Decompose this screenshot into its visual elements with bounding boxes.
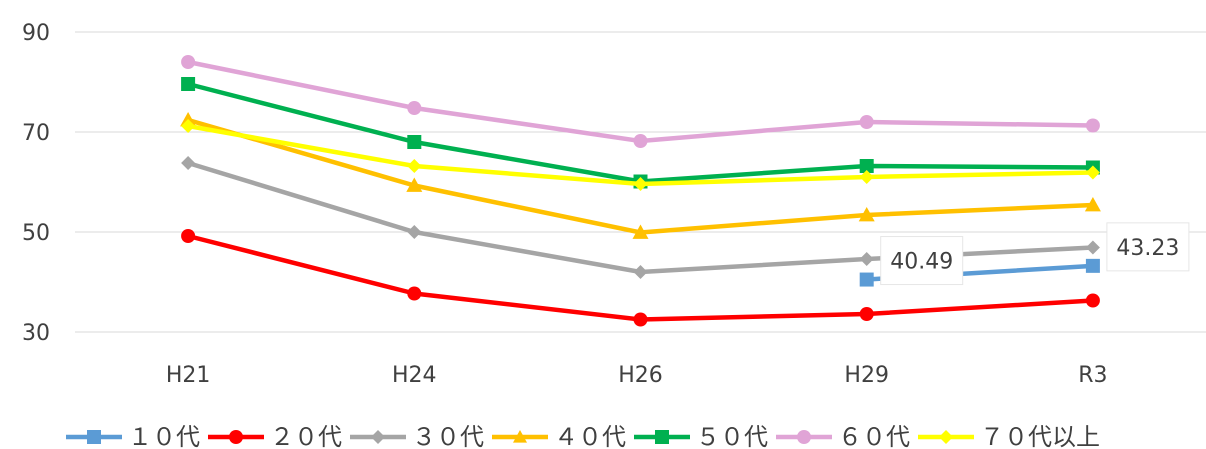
legend-item-2: ２０代 [208,423,342,449]
data-point [181,77,196,91]
legend-item-4: ４０代 [492,423,626,449]
y-tick-label: 90 [22,21,50,46]
gridlines [75,31,1206,333]
data-point [633,134,648,148]
legend-item-3: ３０代 [350,423,484,449]
legend-item-7: ７０代以上 [918,423,1100,449]
data-point [633,177,648,191]
x-tick-label: R3 [1078,363,1107,388]
x-tick-label: H29 [844,363,889,388]
x-tick-label: H21 [166,363,211,388]
legend-item-6: ６０代 [776,423,910,449]
legend-label: １０代 [128,423,200,449]
x-tick-label: H24 [392,363,437,388]
series-2 [181,229,1100,327]
data-point [859,115,874,129]
data-point [181,55,196,69]
series-5 [181,77,1100,189]
y-tick-label: 30 [22,321,50,346]
data-label-text: 43.23 [1116,236,1179,261]
data-labels: 40.49 43.23 [880,222,1190,286]
legend-marker [797,430,811,444]
y-tick-label: 50 [22,221,50,246]
data-point [181,229,196,243]
legend-label: ６０代 [838,423,910,449]
series-line [185,59,1096,144]
data-point [1085,240,1100,255]
data-point [181,119,196,133]
data-point [1085,165,1100,180]
data-point [407,159,422,173]
series-line [185,81,1096,184]
data-point [859,307,874,321]
series-4 [180,112,1101,239]
data-label-box [1106,222,1190,272]
data-label-box [880,236,964,286]
data-point [407,135,422,149]
plot-area [180,55,1101,327]
legend-label: ２０代 [270,423,342,449]
data-point [632,224,649,239]
series-6 [181,55,1100,148]
data-point [859,170,874,184]
series-7 [181,119,1100,191]
data-point [406,177,423,192]
data-point [858,207,875,222]
data-label: 40.49 [880,236,964,286]
data-point [859,272,874,287]
y-axis: 30 50 70 90 [22,21,50,346]
data-point [1085,258,1100,273]
legend-marker [513,430,527,443]
data-point [633,312,648,327]
data-point [859,252,874,266]
legend-label: ３０代 [412,423,484,449]
data-point [1085,118,1100,133]
x-tick-label: H26 [618,363,663,388]
legend-label: ７０代以上 [980,423,1100,449]
legend-item-1: １０代 [66,423,200,449]
legend-marker [939,430,953,444]
data-point [633,265,648,279]
data-point [407,101,422,115]
data-point [181,156,196,170]
legend-marker [371,430,385,444]
legend-marker [655,430,669,444]
legend: １０代 ２０代 ３０代 ４０代 ５０代 ６０代 ７０代以上 [66,423,1100,449]
legend-label: ５０代 [696,423,768,449]
legend-marker [87,430,101,444]
legend-item-5: ５０代 [634,423,768,449]
data-point [407,225,422,239]
data-point [859,159,874,173]
legend-label: ４０代 [554,423,626,449]
y-tick-label: 70 [22,121,50,146]
data-label: 43.23 [1106,222,1190,272]
x-axis: H21 H24 H26 H29 R3 [166,363,1108,388]
data-point [1084,197,1101,212]
legend-marker [229,430,243,444]
data-point [1085,293,1100,308]
data-point [407,286,422,301]
data-label-text: 40.49 [890,250,953,275]
